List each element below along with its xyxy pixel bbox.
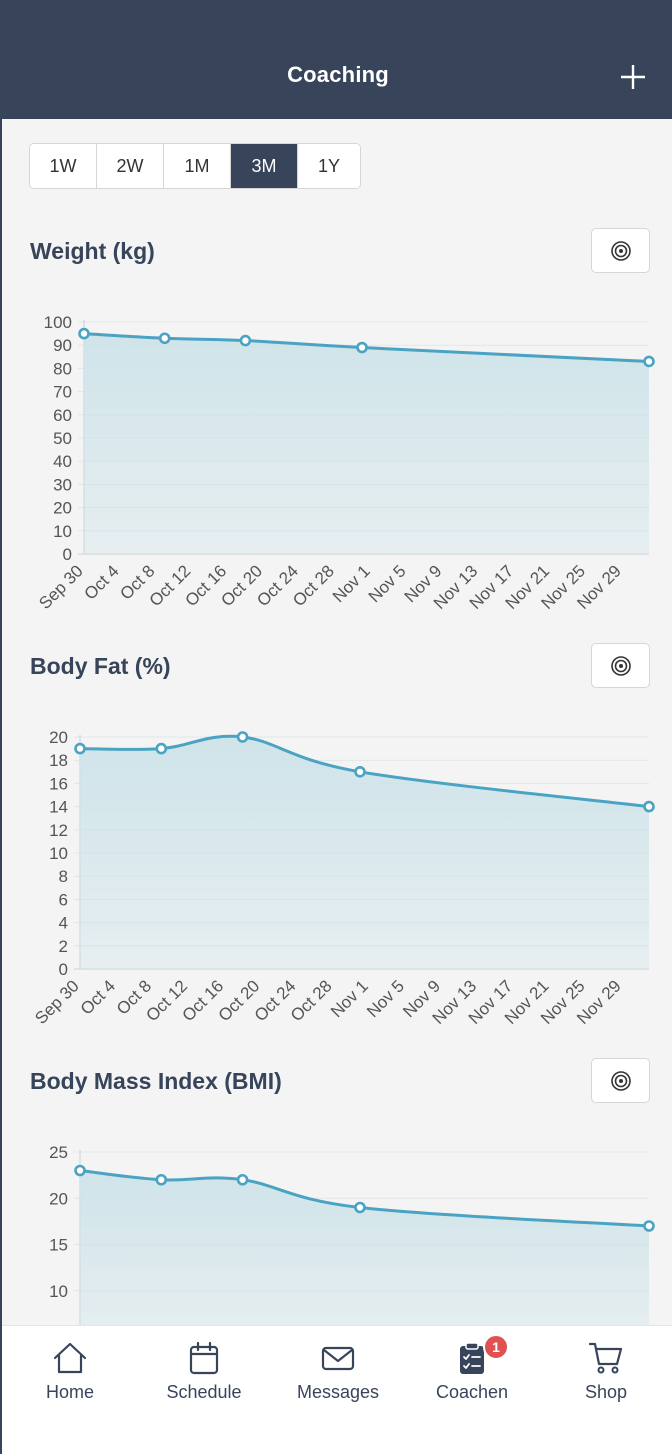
bottom-tab-bar: Home Schedule Messages <box>2 1325 672 1454</box>
series-line <box>79 1169 650 1228</box>
tab-home[interactable]: Home <box>3 1326 137 1416</box>
data-point <box>239 334 252 347</box>
y-tick-label: 40 <box>53 452 72 471</box>
notification-badge: 1 <box>483 1334 509 1360</box>
y-tick-label: 20 <box>53 499 72 518</box>
weight-target-button[interactable] <box>591 228 650 273</box>
body-fat-target-button[interactable] <box>591 643 650 688</box>
tab-schedule[interactable]: Schedule <box>137 1326 271 1416</box>
y-tick-label: 18 <box>49 751 68 770</box>
data-point <box>155 742 168 755</box>
bmi-chart: 10 15 20 25 <box>49 1143 655 1337</box>
clipboard-icon <box>460 1342 484 1374</box>
range-2w-button[interactable]: 2W <box>97 144 164 188</box>
range-3m-button[interactable]: 3M <box>231 144 298 188</box>
area-fill <box>80 1170 649 1337</box>
calendar-icon <box>189 1341 219 1375</box>
y-tick-label: 10 <box>49 1282 68 1301</box>
y-tick-label: 90 <box>53 336 72 355</box>
data-point <box>354 765 366 778</box>
tab-shop[interactable]: Shop <box>539 1326 672 1416</box>
data-point <box>74 742 86 755</box>
area-fill <box>80 736 649 969</box>
y-tick-label: 80 <box>53 359 72 378</box>
y-tick-label: 30 <box>53 475 72 494</box>
y-tick-label: 20 <box>49 1189 68 1208</box>
tab-messages-label: Messages <box>296 1382 380 1402</box>
range-1m-button[interactable]: 1M <box>164 144 231 188</box>
y-tick-label: 12 <box>49 821 68 840</box>
target-icon <box>610 655 631 676</box>
data-point <box>78 327 90 340</box>
y-tick-label: 15 <box>49 1236 68 1255</box>
envelope-icon <box>321 1346 355 1371</box>
area-fill <box>84 333 649 554</box>
data-point <box>643 800 655 813</box>
data-point <box>356 341 368 354</box>
bmi-target-button[interactable] <box>591 1058 650 1103</box>
y-tick-label: 0 <box>63 545 72 564</box>
y-tick-label: 10 <box>53 522 72 541</box>
page-title: Coaching <box>287 62 389 87</box>
y-tick-label: 6 <box>59 890 68 909</box>
data-point <box>354 1201 366 1214</box>
tab-home-label: Home <box>45 1382 94 1402</box>
range-1w-button[interactable]: 1W <box>30 144 97 188</box>
y-tick-label: 70 <box>53 383 72 402</box>
cart-icon <box>588 1342 623 1374</box>
range-1y-button[interactable]: 1Y <box>298 144 360 188</box>
y-tick-label: 0 <box>59 960 68 979</box>
tab-messages[interactable]: Messages <box>271 1326 405 1416</box>
data-point <box>236 731 249 743</box>
tab-schedule-label: Schedule <box>166 1382 242 1402</box>
bmi-title: Body Mass Index (BMI) <box>30 1068 282 1094</box>
data-point <box>643 1220 655 1232</box>
data-point <box>155 1173 168 1186</box>
data-point <box>643 355 655 368</box>
header: Coaching <box>2 0 672 119</box>
y-tick-label: 2 <box>59 937 68 956</box>
body-fat-title: Body Fat (%) <box>30 653 171 679</box>
target-icon <box>610 240 631 261</box>
series-line <box>83 332 650 363</box>
tab-coachen[interactable]: 1 Coachen <box>405 1326 539 1416</box>
tab-shop-label: Shop <box>584 1382 628 1402</box>
y-tick-label: 50 <box>53 429 72 448</box>
time-range-selector: 1W 2W 1M 3M 1Y <box>29 143 361 189</box>
target-icon <box>610 1070 631 1091</box>
weight-title: Weight (kg) <box>30 238 155 264</box>
y-tick-label: 25 <box>49 1143 68 1162</box>
tab-coachen-label: Coachen <box>435 1382 509 1402</box>
plus-icon[interactable] <box>618 62 648 92</box>
y-tick-label: 100 <box>44 313 72 332</box>
y-tick-label: 14 <box>49 798 68 817</box>
y-tick-label: 10 <box>49 844 68 863</box>
data-point <box>236 1173 249 1186</box>
data-point <box>74 1164 86 1177</box>
home-icon <box>53 1342 87 1374</box>
y-tick-label: 4 <box>59 914 68 933</box>
y-tick-label: 16 <box>49 774 68 793</box>
series-line <box>79 734 650 809</box>
y-tick-label: 8 <box>59 867 68 886</box>
y-tick-label: 60 <box>53 406 72 425</box>
y-tick-label: 20 <box>49 728 68 747</box>
data-point <box>158 332 171 345</box>
